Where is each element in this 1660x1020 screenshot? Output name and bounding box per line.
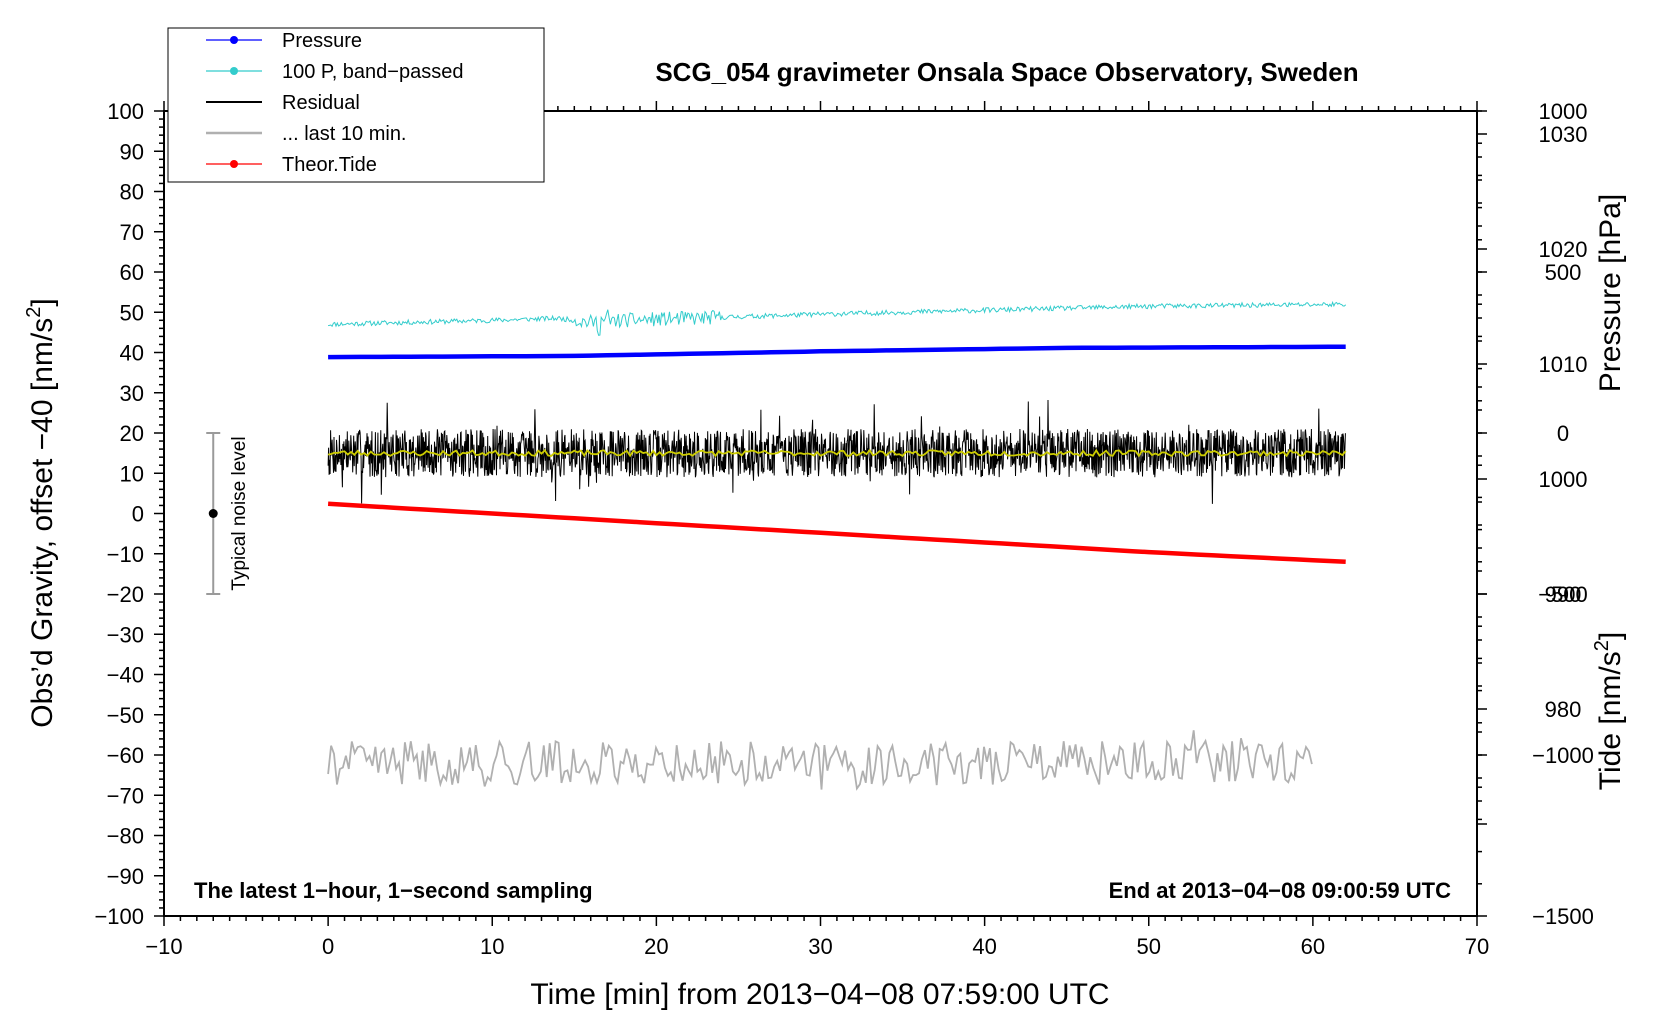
y-tick-label: 20 [120, 421, 144, 446]
plot-frame [163, 110, 1478, 917]
legend: Pressure 100 P, band−passed Residual ...… [167, 27, 545, 183]
y-tick-label: −60 [107, 743, 144, 768]
pressure-tick-label: 1020 [1539, 237, 1588, 262]
noise-indicator: Typical noise level [206, 432, 250, 595]
y-tick-label: 80 [120, 180, 144, 205]
y-axis-title-pressure: Pressure [hPa] [1594, 194, 1627, 392]
svg-text:Residual: Residual [282, 92, 360, 114]
y-tick-label: 30 [120, 381, 144, 406]
series-last-10-min [327, 730, 1313, 791]
noise-label: Typical noise level [229, 436, 250, 590]
pressure-tick-label: 990 [1545, 582, 1582, 607]
noise-dot [208, 509, 218, 518]
series-layer [327, 300, 1347, 791]
y-tick-label: 60 [120, 260, 144, 285]
y-axis-title-left: Obs’d Gravity, offset −40 [nm/s2] [23, 298, 59, 727]
y-tick-label: −100 [94, 904, 144, 929]
x-tick-label: 50 [1137, 934, 1161, 959]
legend-item-theor-tide: Theor.Tide [206, 154, 377, 176]
y-tick-label: 50 [120, 300, 144, 325]
y-tick-label: −10 [107, 542, 144, 567]
svg-text:... last 10 min.: ... last 10 min. [282, 123, 407, 145]
y-tick-label: 0 [132, 502, 144, 527]
tide-tick-label: 0 [1557, 421, 1569, 446]
legend-item-residual: Residual [206, 92, 360, 114]
series-theor-tide [327, 501, 1346, 565]
svg-text:Pressure: Pressure [282, 30, 362, 52]
x-tick-label: 20 [644, 934, 668, 959]
series-residual [327, 399, 1346, 504]
x-tick-label: 10 [480, 934, 504, 959]
chart-title: SCG_054 gravimeter Onsala Space Observat… [655, 57, 1358, 87]
series-residual-smoothed [327, 448, 1347, 458]
y-tick-label: 40 [120, 341, 144, 366]
x-tick-label: 40 [972, 934, 996, 959]
pressure-tick-label: 1010 [1539, 352, 1588, 377]
tide-tick-label: −1500 [1532, 904, 1594, 929]
svg-text:100 P, band−passed: 100 P, band−passed [282, 61, 463, 83]
pressure-tick-label: 1030 [1539, 122, 1588, 147]
y-tick-label: −30 [107, 622, 144, 647]
x-axis-title: Time [min] from 2013−04−08 07:59:00 UTC [530, 978, 1109, 1011]
pressure-tick-label: 1000 [1539, 467, 1588, 492]
y-tick-label: 70 [120, 220, 144, 245]
y-tick-label: −50 [107, 703, 144, 728]
y-tick-label: −40 [107, 663, 144, 688]
annotation-sampling: The latest 1−hour, 1−second sampling [194, 878, 593, 903]
legend-item-pressure: Pressure [206, 30, 362, 52]
annotation-end-time: End at 2013−04−08 09:00:59 UTC [1109, 878, 1452, 903]
y-tick-label: −20 [107, 582, 144, 607]
y-tick-label: 100 [107, 99, 144, 124]
pressure-tick-label: 980 [1545, 697, 1582, 722]
series-pressure [328, 344, 1346, 360]
svg-text:Theor.Tide: Theor.Tide [282, 154, 377, 176]
y-tick-label: −80 [107, 824, 144, 849]
y-tick-label: 10 [120, 461, 144, 486]
tide-tick-label: 1000 [1539, 99, 1588, 124]
y-tick-label: −70 [107, 783, 144, 808]
y-tick-label: 90 [120, 139, 144, 164]
legend-item-band-passed: 100 P, band−passed [206, 61, 463, 83]
x-tick-label: 60 [1301, 934, 1325, 959]
x-tick-label: −10 [145, 934, 182, 959]
y-tick-label: −90 [107, 864, 144, 889]
x-tick-label: 30 [808, 934, 832, 959]
legend-item-last-10-min: ... last 10 min. [206, 123, 407, 145]
y-axis-title-tide: Tide [nm/s2] [1591, 632, 1627, 790]
series-band-passed [328, 300, 1347, 336]
x-tick-label: 0 [322, 934, 334, 959]
tide-tick-label: −1000 [1532, 743, 1594, 768]
x-tick-label: 70 [1465, 934, 1489, 959]
legend-box [167, 27, 545, 183]
tide-tick-label: −500 [1538, 582, 1588, 607]
tide-tick-label: 500 [1545, 260, 1582, 285]
